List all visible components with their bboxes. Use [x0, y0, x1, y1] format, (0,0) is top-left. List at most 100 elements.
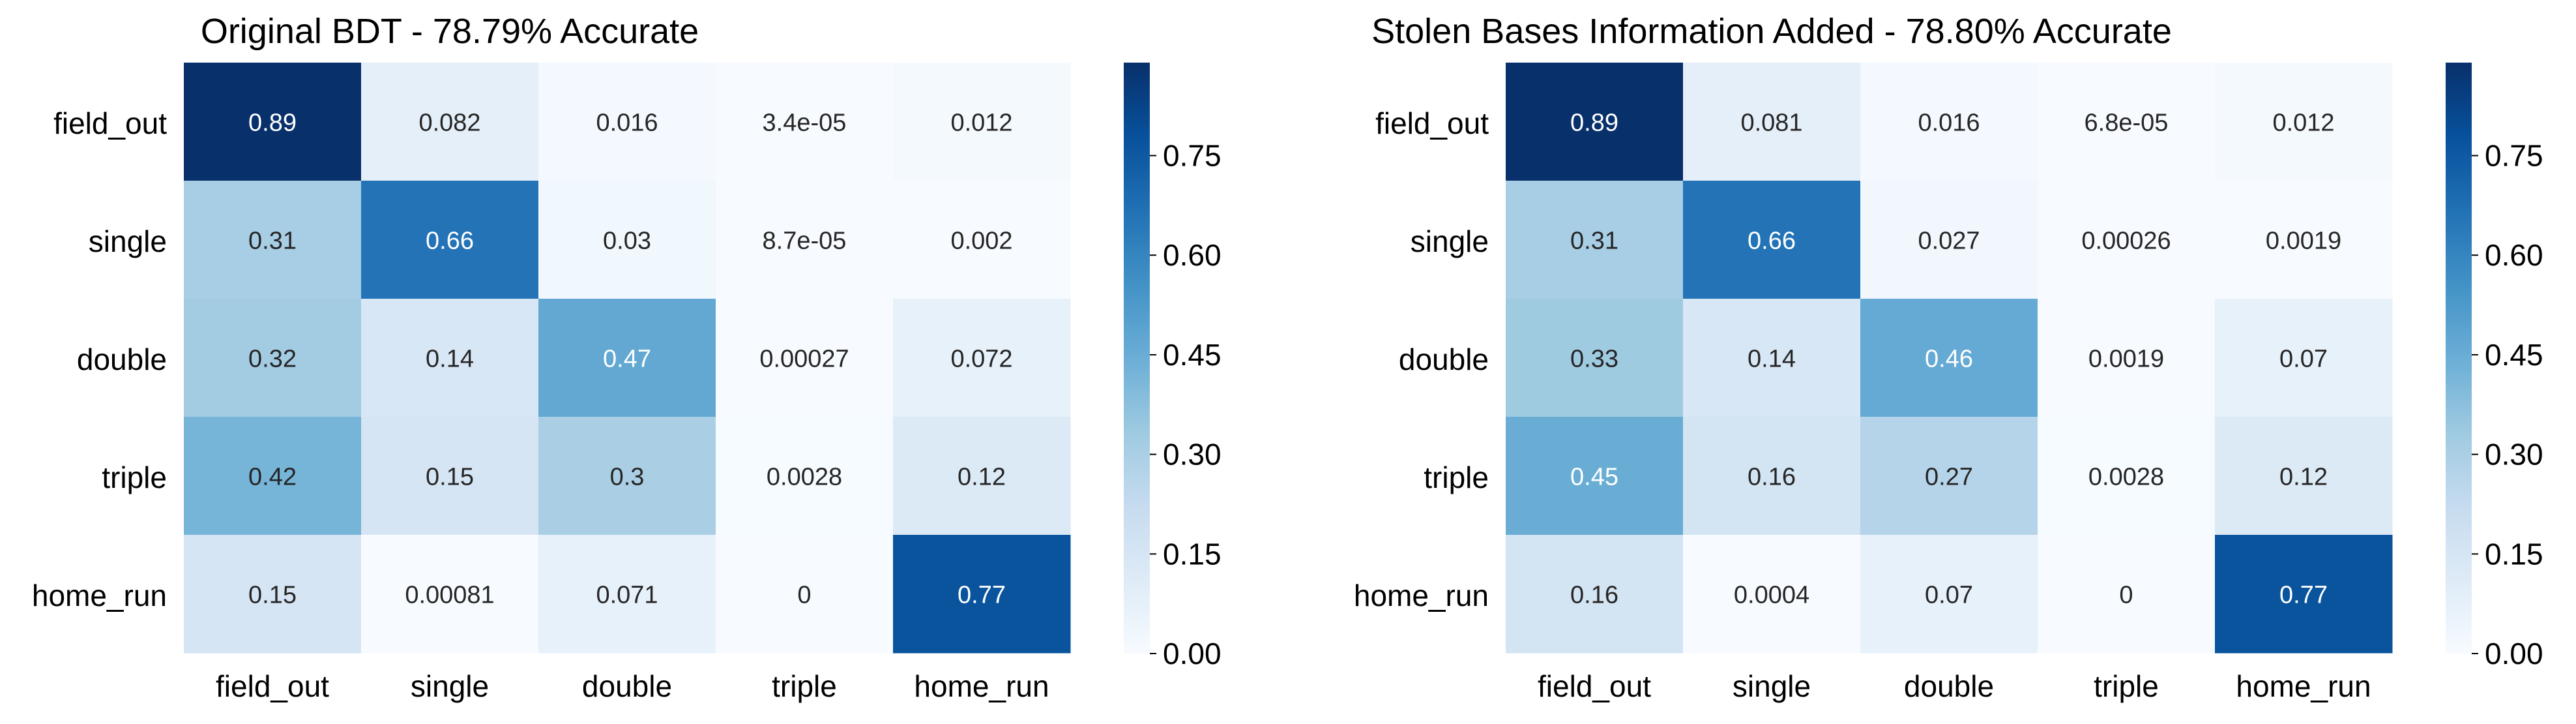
cell-value-label: 0.071 [596, 582, 658, 609]
heatmap-cell [1683, 63, 1861, 181]
colorbar-tick-label: 0.75 [2485, 139, 2543, 173]
heatmap-cell [2215, 535, 2393, 654]
cell-value-label: 0.072 [950, 346, 1012, 373]
y-tick-label: double [77, 342, 167, 376]
colorbar-tick-label: 0.15 [1163, 537, 1222, 571]
cell-value-label: 0.16 [1570, 582, 1618, 609]
heatmap-panel-stolen-bases: Stolen Bases Information Added - 78.80% … [1354, 12, 2543, 703]
y-axis-ticks: field_out single double triple home_run [32, 106, 167, 612]
cell-value-label: 3.4e-05 [763, 110, 847, 137]
heatmap-cell [1506, 535, 1684, 654]
cell-value-label: 0.0004 [1734, 582, 1809, 609]
heatmap-cell [2038, 417, 2216, 535]
cell-value-label: 0.00026 [2081, 228, 2171, 255]
heatmap-cell [1506, 299, 1684, 417]
heatmap-cell [184, 63, 362, 181]
colorbar-tick-label: 0.45 [1163, 338, 1222, 372]
colorbar-tick-label: 0.00 [1163, 637, 1222, 671]
heatmap-cell [184, 535, 362, 654]
heatmap-cell [2215, 417, 2393, 535]
cell-value-label: 0.16 [1748, 464, 1796, 491]
colorbar-tick-label: 0.00 [2485, 637, 2543, 671]
heatmap-cell [361, 63, 539, 181]
cell-value-label: 0.082 [418, 110, 480, 137]
colorbar: 0.00 0.15 0.30 0.45 0.60 0.75 [1124, 63, 1222, 671]
heatmap-cell [538, 299, 716, 417]
colorbar-tick-label: 0.15 [2485, 537, 2543, 571]
cell-value-label: 0.77 [2279, 582, 2328, 609]
heatmap-cell [1683, 417, 1861, 535]
x-tick-label: double [1904, 669, 1994, 703]
x-tick-label: single [1733, 669, 1811, 703]
cell-value-label: 0.46 [1925, 346, 1973, 373]
heatmap-cell [2215, 181, 2393, 299]
y-tick-label: triple [1424, 460, 1489, 494]
heatmap-cell [2038, 299, 2216, 417]
colorbar-ticks: 0.00 0.15 0.30 0.45 0.60 0.75 [2472, 139, 2543, 671]
cell-value-label: 0.14 [426, 346, 474, 373]
cell-value-label: 0.027 [1918, 228, 1980, 255]
y-tick-label: single [89, 224, 167, 258]
cell-value-label: 0 [797, 582, 811, 609]
heatmap-cell [361, 535, 539, 654]
heatmap-cell [538, 181, 716, 299]
heatmap-cell [716, 63, 894, 181]
chart-title: Stolen Bases Information Added - 78.80% … [1371, 12, 2172, 51]
heatmap-cell [1860, 63, 2038, 181]
heatmap-cell [893, 535, 1071, 654]
heatmap-cell [1683, 535, 1861, 654]
colorbar-gradient [2446, 63, 2472, 654]
x-tick-label: home_run [2236, 669, 2371, 703]
colorbar-gradient [1124, 63, 1150, 654]
heatmap-cell [2038, 181, 2216, 299]
heatmap-cell [716, 181, 894, 299]
cell-value-label: 6.8e-05 [2085, 110, 2169, 137]
heatmap-cell [1506, 417, 1684, 535]
cell-value-label: 0.03 [603, 228, 651, 255]
heatmap-cell [1860, 181, 2038, 299]
heatmap-cell [893, 63, 1071, 181]
y-tick-label: field_out [1375, 106, 1489, 140]
cell-value-label: 0.12 [958, 464, 1006, 491]
heatmap-cell [361, 299, 539, 417]
cell-value-label: 0.3 [610, 464, 645, 491]
cell-value-label: 0.0028 [767, 464, 842, 491]
heatmap-cell [1506, 63, 1684, 181]
y-axis-ticks: field_out single double triple home_run [1354, 106, 1489, 612]
x-axis-ticks: field_out single double triple home_run [216, 669, 1049, 703]
x-tick-label: field_out [216, 669, 329, 703]
cell-value-label: 0.89 [1570, 110, 1618, 137]
cell-value-label: 0 [2119, 582, 2133, 609]
heatmap-cells [184, 63, 1071, 654]
cell-value-label: 0.07 [1925, 582, 1973, 609]
heatmap-cell [361, 417, 539, 535]
heatmap-cell [184, 417, 362, 535]
cell-value-label: 0.016 [1918, 110, 1980, 137]
cell-value-label: 0.012 [2272, 110, 2334, 137]
heatmap-cells [1506, 63, 2393, 654]
colorbar-tick-label: 0.30 [1163, 438, 1222, 472]
heatmap-cell [716, 299, 894, 417]
x-tick-label: triple [2094, 669, 2159, 703]
heatmap-cell [184, 181, 362, 299]
cell-value-label: 0.45 [1570, 464, 1618, 491]
cell-value-label: 0.00027 [759, 346, 849, 373]
heatmap-cell [893, 299, 1071, 417]
heatmap-cell [893, 181, 1071, 299]
cell-value-label: 0.00081 [405, 582, 494, 609]
y-tick-label: home_run [32, 579, 167, 612]
heatmap-cell [2038, 63, 2216, 181]
heatmap-cell [1683, 181, 1861, 299]
x-tick-label: field_out [1538, 669, 1651, 703]
y-tick-label: field_out [53, 106, 167, 140]
cell-value-label: 0.12 [2279, 464, 2328, 491]
x-tick-label: double [582, 669, 672, 703]
cell-value-label: 0.0019 [2266, 228, 2341, 255]
chart-title: Original BDT - 78.79% Accurate [201, 12, 699, 51]
cell-value-label: 0.002 [950, 228, 1012, 255]
cell-value-label: 8.7e-05 [763, 228, 847, 255]
cell-value-label: 0.0028 [2088, 464, 2164, 491]
cell-value-label: 0.27 [1925, 464, 1973, 491]
heatmap-cell [538, 63, 716, 181]
